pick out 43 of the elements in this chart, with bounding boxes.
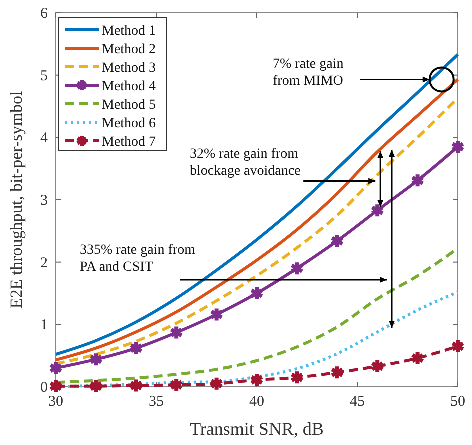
annotation: 7% rate gain from MIMO bbox=[273, 57, 344, 89]
x-tick-label: 45 bbox=[350, 394, 365, 410]
y-axis-title: E2E throughput, bit-per-symbol bbox=[7, 91, 26, 309]
legend-label: Method 1 bbox=[102, 24, 156, 39]
point bbox=[330, 364, 345, 381]
point bbox=[290, 260, 304, 277]
point bbox=[89, 378, 104, 394]
legend-label: Method 4 bbox=[102, 80, 156, 94]
y-tick-label: 4 bbox=[40, 130, 48, 147]
point bbox=[370, 202, 385, 219]
point bbox=[410, 350, 425, 366]
point bbox=[370, 358, 385, 374]
point bbox=[129, 340, 144, 356]
y-tick-label: 0 bbox=[40, 380, 48, 396]
annotation: 335% rate gain from PA and CSIT bbox=[80, 243, 196, 275]
annotation: 32% rate gain from blockage avoidance bbox=[190, 147, 301, 179]
legend-label: Method 3 bbox=[102, 61, 156, 76]
point bbox=[48, 378, 64, 394]
point bbox=[330, 233, 345, 250]
point bbox=[250, 286, 264, 302]
legend-label: Method 5 bbox=[102, 98, 156, 113]
point bbox=[210, 306, 224, 323]
x-axis-title: Transmit SNR, dB bbox=[190, 419, 324, 439]
point bbox=[210, 376, 224, 392]
y-tick-label: 3 bbox=[40, 193, 48, 209]
point bbox=[129, 378, 144, 394]
point bbox=[89, 352, 104, 368]
y-tick-label: 2 bbox=[40, 255, 48, 272]
x-tick-label: 50 bbox=[450, 394, 466, 410]
point bbox=[410, 172, 425, 189]
x-tick-label: 30 bbox=[48, 394, 64, 410]
point bbox=[169, 377, 184, 394]
legend-label: Method 6 bbox=[102, 116, 156, 132]
y-tick-label: 1 bbox=[40, 318, 48, 334]
y-tick-label: 6 bbox=[40, 6, 48, 22]
y-tick-label: 5 bbox=[40, 68, 48, 84]
point bbox=[290, 370, 304, 386]
point bbox=[169, 324, 184, 341]
x-tick-label: 35 bbox=[149, 394, 164, 410]
point bbox=[250, 372, 264, 388]
x-tick-label: 40 bbox=[250, 394, 264, 410]
legend-label: Method 7 bbox=[102, 135, 156, 150]
legend-label: Method 2 bbox=[102, 42, 156, 58]
